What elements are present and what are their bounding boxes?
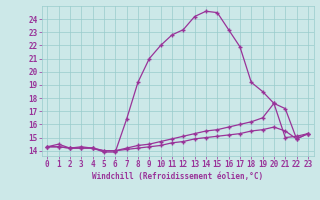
- X-axis label: Windchill (Refroidissement éolien,°C): Windchill (Refroidissement éolien,°C): [92, 172, 263, 181]
